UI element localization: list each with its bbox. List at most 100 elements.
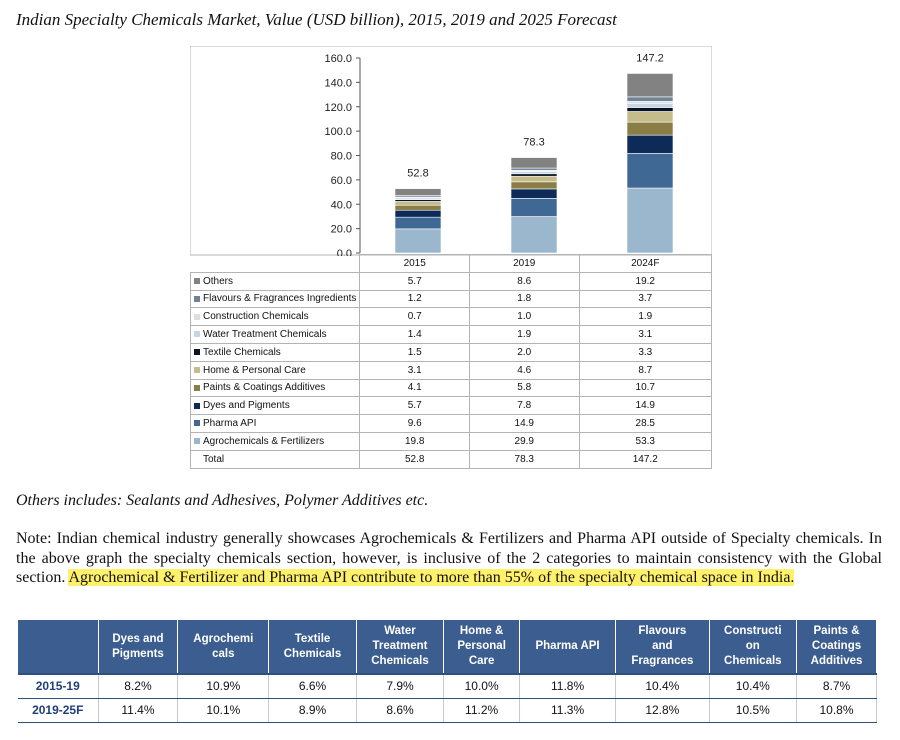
- cagr-cell: 10.5%: [709, 698, 798, 723]
- cagr-cell: 10.0%: [443, 673, 520, 699]
- legend-swatch: [194, 278, 200, 285]
- cagr-column-header: Constructi on Chemicals: [709, 620, 798, 674]
- cagr-cell: 7.9%: [356, 673, 445, 699]
- data-table-header-row: 2015 2019 2024F: [190, 254, 713, 273]
- bar-segment: [510, 157, 558, 169]
- cagr-row: 2015-19 8.2% 10.9% 6.6% 7.9% 10.0% 11.8% 10.4% 1…: [18, 673, 877, 699]
- y-tick-label: 80.0: [331, 151, 352, 163]
- legend-swatch: [194, 367, 200, 374]
- cagr-cell: 11.4%: [98, 698, 179, 723]
- y-tick-label: 140.0: [324, 77, 352, 89]
- table-cell: 1.9: [578, 307, 713, 327]
- cagr-cell: 8.6%: [356, 698, 445, 723]
- cagr-cell: 11.8%: [519, 673, 617, 699]
- cagr-cell: 8.2%: [98, 673, 179, 699]
- table-cell: 28.5: [578, 414, 713, 433]
- cagr-cell: 10.1%: [177, 698, 270, 723]
- series-label: Agrochemicals & Fertilizers: [189, 431, 361, 451]
- category-header: 2015: [359, 254, 470, 273]
- table-cell: 14.9: [468, 414, 580, 433]
- legend-swatch: [194, 438, 200, 445]
- legend-swatch: [194, 402, 200, 409]
- table-cell: 3.1: [359, 360, 470, 380]
- cagr-corner: [18, 620, 99, 674]
- category-header: 2024F: [578, 254, 713, 273]
- legend-swatch: [194, 331, 200, 338]
- table-cell: 5.7: [359, 396, 470, 416]
- table-cell: 5.7: [359, 271, 470, 291]
- cagr-column-header: Water Treatment Chemicals: [356, 620, 445, 674]
- bar-segment: [626, 134, 674, 154]
- bar-segment: [626, 121, 674, 136]
- bar-segment: [394, 216, 442, 230]
- table-row: Water Treatment Chemicals 1.4 1.9 3.1: [189, 325, 713, 344]
- bar-segment: [626, 111, 674, 123]
- table-cell: 10.7: [578, 378, 713, 398]
- table-row: Pharma API 9.6 14.9 28.5: [189, 414, 713, 433]
- cagr-table: Dyes and Pigments Agrochemi cals Textile Chem…: [18, 620, 877, 723]
- bar-segment: [394, 209, 442, 218]
- bar-segment: [394, 204, 442, 211]
- table-cell: 3.7: [578, 289, 713, 309]
- legend-swatch: [194, 295, 200, 302]
- table-row: Flavours & Fragrances Ingredients 1.2 1.8 3…: [189, 289, 713, 309]
- bar-total-label: 147.2: [636, 53, 664, 65]
- table-cell: 8.6: [468, 271, 580, 291]
- bar-segment: [510, 198, 558, 217]
- table-cell: 29.9: [468, 431, 580, 451]
- series-label: Construction Chemicals: [189, 307, 361, 327]
- table-cell: 3.3: [578, 342, 713, 362]
- total-row: Total 52.8 78.3 147.2: [189, 449, 713, 469]
- series-label: Textile Chemicals: [189, 342, 361, 362]
- note-highlight: Agrochemical & Fertilizer and Pharma API…: [68, 569, 795, 586]
- table-cell: 19.2: [578, 271, 713, 291]
- y-tick-label: 20.0: [331, 224, 352, 236]
- bar-segment: [626, 153, 674, 189]
- total-cell: 147.2: [578, 449, 713, 469]
- y-tick-label: 160.0: [324, 53, 352, 65]
- cagr-column-header: Paints & Coatings Additives: [796, 620, 877, 674]
- series-label: Home & Personal Care: [189, 360, 361, 380]
- table-cell: 3.1: [578, 325, 713, 344]
- cagr-period: 2015-19: [18, 673, 99, 699]
- note-text: Note: Indian chemical industry generally…: [16, 530, 882, 586]
- cagr-period: 2019-25F: [18, 698, 99, 723]
- cagr-cell: 12.8%: [615, 698, 710, 723]
- cagr-column-header: Home & Personal Care: [443, 620, 520, 674]
- category-header: 2019: [468, 254, 580, 273]
- cagr-row: 2019-25F 11.4% 10.1% 8.9% 8.6% 11.2% 11.3% 12.8…: [18, 698, 877, 723]
- table-row: Construction Chemicals 0.7 1.0 1.9: [189, 307, 713, 327]
- chart-data-table: 2015 2019 2024F Others 5.7 8.6 19.2 Flavours &…: [189, 254, 713, 469]
- bar-segment: [394, 228, 442, 254]
- y-tick-label: 120.0: [324, 102, 352, 114]
- bar-segment: [394, 201, 442, 206]
- y-tick-label: 60.0: [331, 175, 352, 187]
- cagr-column-header: Flavours and Fragrances: [615, 620, 710, 674]
- bar-segment: [626, 107, 674, 112]
- bar-segment: [394, 188, 442, 196]
- table-cell: 1.8: [468, 289, 580, 309]
- table-cell: 14.9: [578, 396, 713, 416]
- table-cell: 0.7: [359, 307, 470, 327]
- bar-segment: [510, 173, 558, 177]
- bar-segment: [510, 216, 558, 254]
- total-label: Total: [189, 449, 361, 469]
- series-label: Paints & Coatings Additives: [189, 378, 361, 398]
- table-row: Textile Chemicals 1.5 2.0 3.3: [189, 342, 713, 362]
- note-paragraph: Note: Indian chemical industry generally…: [16, 529, 882, 588]
- table-cell: 1.2: [359, 289, 470, 309]
- series-label: Dyes and Pigments: [189, 396, 361, 416]
- legend-swatch: [194, 384, 200, 391]
- table-cell: 9.6: [359, 414, 470, 433]
- legend-swatch: [194, 313, 200, 320]
- cagr-cell: 10.4%: [709, 673, 798, 699]
- cagr-column-header: Agrochemi cals: [177, 620, 270, 674]
- bar-segment: [510, 171, 558, 175]
- cagr-cell: 8.7%: [796, 673, 877, 699]
- cagr-cell: 10.8%: [796, 698, 877, 723]
- table-row: Others 5.7 8.6 19.2: [189, 271, 713, 291]
- table-row: Dyes and Pigments 5.7 7.8 14.9: [189, 396, 713, 416]
- table-cell: 1.0: [468, 307, 580, 327]
- series-label: Water Treatment Chemicals: [189, 325, 361, 344]
- cagr-cell: 8.9%: [268, 698, 357, 723]
